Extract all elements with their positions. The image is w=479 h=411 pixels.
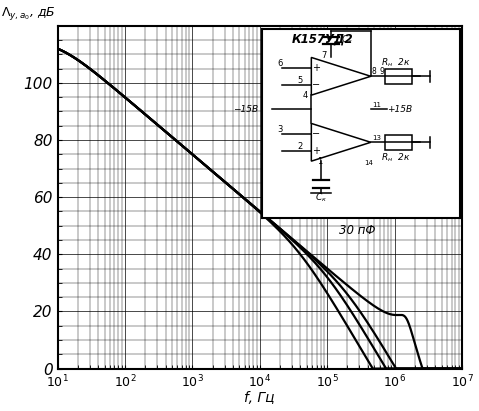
- Text: 30 пФ: 30 пФ: [339, 224, 376, 237]
- Text: 10 пФ: 10 пФ: [339, 201, 376, 215]
- Text: $\Lambda_{y,a_0}$, дБ: $\Lambda_{y,a_0}$, дБ: [1, 5, 56, 22]
- Text: 5 пФ: 5 пФ: [339, 179, 368, 192]
- Text: Cк=0: Cк=0: [350, 64, 383, 77]
- X-axis label: f, Гц: f, Гц: [244, 391, 275, 405]
